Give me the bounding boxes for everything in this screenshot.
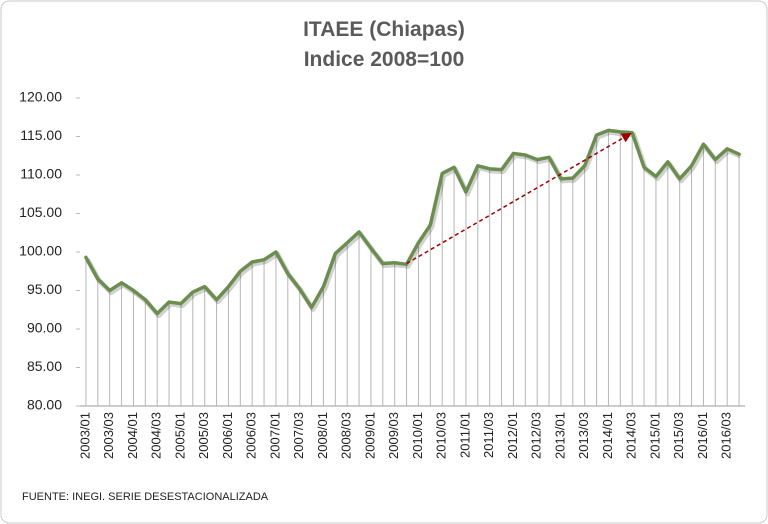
x-tick-label: 2012/01 (505, 412, 520, 459)
x-tick-label: 2006/03 (244, 412, 259, 459)
x-tick-label: 2008/03 (339, 412, 354, 459)
y-tick-label: 80.00 (27, 397, 62, 413)
x-tick-label: 2016/01 (695, 412, 710, 459)
y-tick-label: 85.00 (27, 358, 62, 374)
y-tick-label: 95.00 (27, 281, 62, 297)
x-tick-label: 2011/03 (481, 412, 496, 458)
x-tick-label: 2009/01 (362, 412, 377, 459)
y-tick-label: 120.00 (19, 89, 62, 105)
x-tick-label: 2013/01 (552, 412, 567, 459)
y-tick-label: 100.00 (19, 243, 62, 259)
source-note: FUENTE: INEGI. SERIE DESESTACIONALIZADA (22, 491, 269, 503)
x-tick-label: 2008/01 (315, 412, 330, 459)
trend-arrow (406, 132, 632, 265)
y-tick-label: 105.00 (19, 204, 62, 220)
x-tick-label: 2005/03 (196, 412, 211, 459)
x-tick-label: 2004/01 (125, 412, 140, 459)
x-tick-label: 2004/03 (149, 412, 164, 459)
series-line (84, 128, 741, 316)
x-tick-label: 2015/03 (671, 412, 686, 459)
x-tick-label: 2010/01 (410, 412, 425, 459)
x-tick-label: 2012/03 (529, 412, 544, 459)
y-tick-label: 115.00 (20, 127, 62, 143)
y-tick-label: 90.00 (27, 320, 62, 336)
x-tick-label: 2007/03 (291, 412, 306, 459)
chart-title: ITAEE (Chiapas) (303, 18, 465, 41)
x-tick-label: 2014/01 (600, 412, 615, 459)
x-tick-label: 2015/01 (647, 412, 662, 459)
x-tick-label: 2013/03 (576, 412, 591, 459)
x-tick-label: 2016/03 (719, 412, 734, 459)
x-tick-label: 2009/03 (386, 412, 401, 459)
x-tick-label: 2010/03 (434, 412, 449, 459)
x-tick-label: 2003/03 (101, 412, 116, 459)
x-tick-label: 2006/01 (220, 412, 235, 459)
x-tick-label: 2007/01 (267, 412, 282, 459)
chart-subtitle: Indice 2008=100 (304, 48, 465, 71)
x-tick-label: 2014/03 (624, 412, 639, 459)
x-tick-label: 2003/01 (77, 412, 92, 459)
y-tick-label: 110.00 (20, 166, 62, 182)
x-tick-label: 2005/01 (172, 412, 187, 459)
x-tick-label: 2011/01 (457, 412, 472, 458)
